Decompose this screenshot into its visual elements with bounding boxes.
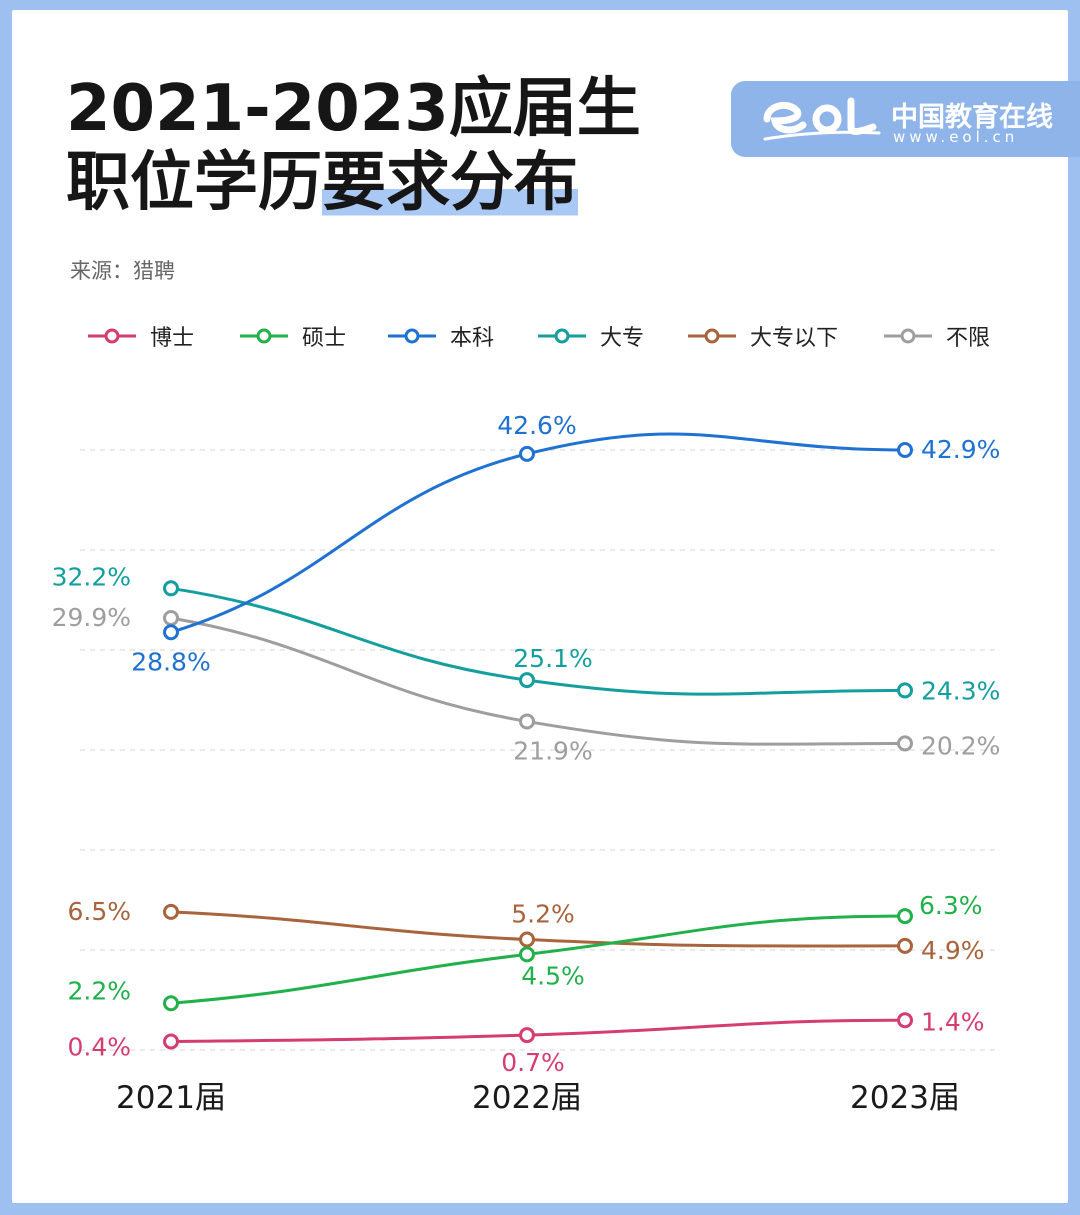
legend-item: 不限 (884, 318, 990, 354)
data-point (897, 682, 913, 699)
legend-label: 硕士 (302, 326, 347, 351)
title-line-1: 2021-2023应届生 (66, 72, 641, 146)
legend-marker-icon (388, 328, 436, 344)
data-label: 42.9% (921, 435, 1000, 464)
series-line (170, 586, 906, 696)
data-point (897, 735, 913, 752)
data-label: 0.7% (501, 1048, 565, 1077)
data-point (519, 946, 535, 963)
legend-item: 博士 (88, 318, 194, 354)
data-point (163, 903, 179, 920)
title-line-2: 职位学历要求分布 (66, 146, 641, 220)
title-line-2-text: 职位学历 (66, 146, 322, 220)
source-note: 来源：猎聘 (70, 259, 175, 283)
data-point (519, 672, 535, 689)
legend-label: 大专 (600, 326, 645, 351)
legend-marker-icon (240, 328, 288, 344)
page-title: 2021-2023应届生 职位学历要求分布 (66, 72, 641, 220)
legend-marker-icon (538, 328, 586, 344)
data-label: 21.9% (513, 736, 592, 765)
data-point (163, 995, 179, 1012)
eol-logo-icon (763, 97, 881, 141)
x-tick-label: 2021届 (116, 1080, 226, 1116)
legend-label: 本科 (450, 326, 495, 351)
legend-item: 硕士 (240, 318, 346, 354)
data-point (519, 445, 535, 462)
series-line (170, 1018, 906, 1043)
legend-label: 不限 (946, 326, 991, 351)
series-line (170, 432, 906, 634)
data-label: 20.2% (921, 731, 1000, 760)
data-point (897, 908, 913, 925)
data-label: 0.4% (67, 1033, 131, 1062)
data-label: 25.1% (513, 644, 592, 673)
legend-item: 大专以下 (688, 318, 838, 354)
logo-name: 中国教育在线 (891, 102, 1053, 133)
x-tick-label: 2022届 (472, 1080, 582, 1116)
data-label: 6.5% (67, 897, 131, 926)
x-tick-label: 2023届 (850, 1080, 960, 1116)
data-point (897, 1012, 913, 1029)
data-label: 28.8% (131, 647, 210, 676)
logo-url: www.eol.cn (893, 128, 1019, 146)
data-point (163, 580, 179, 597)
data-label: 4.9% (921, 936, 985, 965)
data-label: 42.6% (497, 411, 576, 440)
legend-item: 本科 (388, 318, 494, 354)
data-label: 29.9% (52, 603, 131, 632)
data-label: 24.3% (921, 676, 1000, 705)
data-label: 6.3% (919, 891, 983, 920)
data-point (519, 713, 535, 730)
legend-label: 博士 (150, 326, 195, 351)
data-label: 5.2% (511, 900, 575, 929)
data-label: 32.2% (52, 562, 131, 591)
legend-marker-icon (88, 328, 136, 344)
legend-marker-icon (688, 328, 736, 344)
data-label: 4.5% (521, 961, 585, 990)
data-point (519, 931, 535, 948)
data-point (519, 1027, 535, 1044)
data-point (163, 1033, 179, 1050)
title-highlight: 要求分布 (322, 146, 578, 220)
data-point (897, 937, 913, 954)
data-point (163, 624, 179, 641)
legend-marker-icon (884, 328, 932, 344)
legend-item: 大专 (538, 318, 644, 354)
data-point (897, 442, 913, 458)
data-label: 2.2% (67, 976, 131, 1005)
data-point (163, 610, 179, 627)
legend-label: 大专以下 (750, 326, 839, 351)
eol-logo: 中国教育在线 www.eol.cn (731, 81, 1080, 157)
data-label: 1.4% (921, 1007, 985, 1036)
